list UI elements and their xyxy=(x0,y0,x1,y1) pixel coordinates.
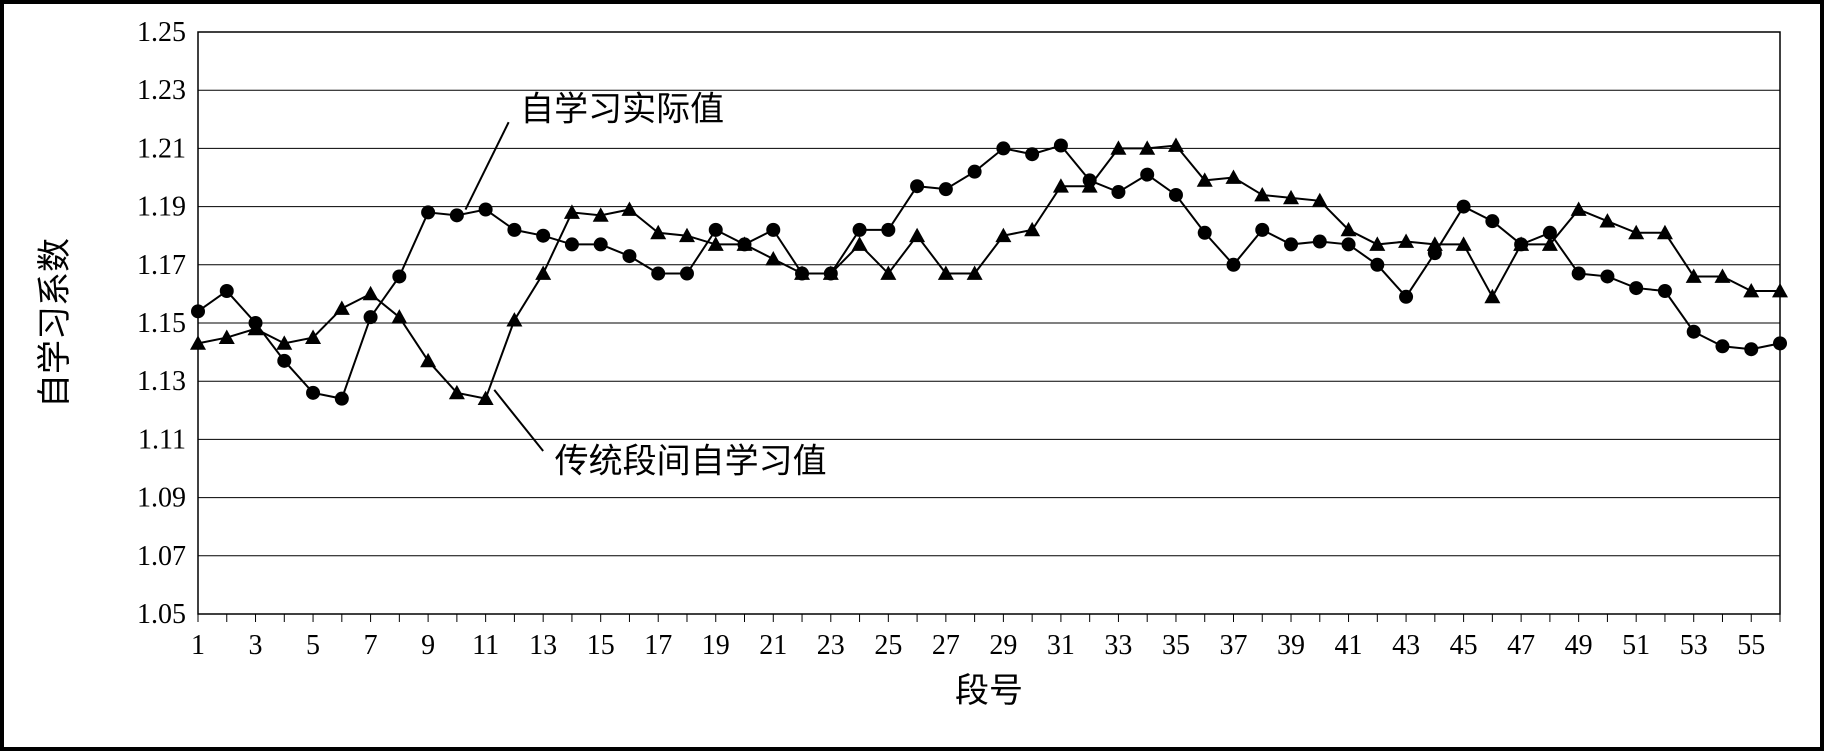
x-tick-label: 43 xyxy=(1392,630,1420,661)
marker-circle xyxy=(220,284,234,298)
marker-circle xyxy=(1140,168,1154,182)
marker-circle xyxy=(1284,237,1298,251)
marker-circle xyxy=(507,223,521,237)
marker-circle xyxy=(1226,258,1240,272)
marker-circle xyxy=(364,310,378,324)
marker-circle xyxy=(594,237,608,251)
x-tick-label: 9 xyxy=(421,630,435,661)
x-tick-label: 7 xyxy=(364,630,378,661)
marker-circle xyxy=(651,267,665,281)
marker-circle xyxy=(1342,237,1356,251)
x-tick-label: 33 xyxy=(1104,630,1132,661)
x-tick-label: 17 xyxy=(644,630,672,661)
marker-circle xyxy=(1255,223,1269,237)
marker-circle xyxy=(1687,325,1701,339)
marker-circle xyxy=(1572,267,1586,281)
y-tick-label: 1.07 xyxy=(137,541,186,572)
marker-circle xyxy=(191,304,205,318)
marker-circle xyxy=(277,354,291,368)
x-tick-label: 47 xyxy=(1507,630,1535,661)
x-tick-label: 51 xyxy=(1622,630,1650,661)
marker-circle xyxy=(335,392,349,406)
marker-circle xyxy=(1198,226,1212,240)
y-tick-label: 1.13 xyxy=(137,366,186,397)
marker-circle xyxy=(1370,258,1384,272)
marker-circle xyxy=(1744,342,1758,356)
x-tick-label: 23 xyxy=(817,630,845,661)
marker-circle xyxy=(1025,147,1039,161)
legend-label-actual: 自学习实际值 xyxy=(520,91,724,129)
x-tick-label: 21 xyxy=(759,630,787,661)
x-tick-label: 53 xyxy=(1680,630,1708,661)
marker-circle xyxy=(1313,235,1327,249)
marker-circle xyxy=(450,208,464,222)
x-tick-label: 1 xyxy=(191,630,205,661)
chart-container: 1.05 1.07 1.09 1.11 1.13 1.15 1.17 1.19 1.21 1.23… xyxy=(28,22,1796,729)
x-tick-label: 37 xyxy=(1219,630,1247,661)
x-tick-label: 49 xyxy=(1565,630,1593,661)
marker-circle xyxy=(709,223,723,237)
y-tick-label: 1.17 xyxy=(137,250,186,281)
x-tick-label: 55 xyxy=(1737,630,1765,661)
x-tick-label: 25 xyxy=(874,630,902,661)
x-tick-label: 15 xyxy=(587,630,615,661)
marker-circle xyxy=(1169,188,1183,202)
marker-circle xyxy=(1600,269,1614,283)
marker-circle xyxy=(392,269,406,283)
x-axis-label: 段号 xyxy=(955,672,1023,710)
x-tick-label: 13 xyxy=(529,630,557,661)
marker-circle xyxy=(1715,339,1729,353)
y-tick-label: 1.11 xyxy=(138,424,186,455)
marker-circle xyxy=(1629,281,1643,295)
x-tick-label: 5 xyxy=(306,630,320,661)
x-tick-label: 35 xyxy=(1162,630,1190,661)
marker-circle xyxy=(853,223,867,237)
x-tick-label: 41 xyxy=(1335,630,1363,661)
marker-circle xyxy=(910,179,924,193)
x-tick-label: 45 xyxy=(1450,630,1478,661)
marker-circle xyxy=(968,165,982,179)
x-tick-label: 39 xyxy=(1277,630,1305,661)
marker-circle xyxy=(536,229,550,243)
y-tick-label: 1.15 xyxy=(137,308,186,339)
chart-bg xyxy=(28,22,1800,729)
marker-circle xyxy=(996,141,1010,155)
marker-circle xyxy=(881,223,895,237)
y-tick-label: 1.19 xyxy=(137,192,186,223)
legend-label-traditional: 传统段间自学习值 xyxy=(555,443,827,481)
marker-circle xyxy=(421,205,435,219)
marker-circle xyxy=(1054,138,1068,152)
marker-circle xyxy=(479,203,493,217)
marker-circle xyxy=(939,182,953,196)
x-tick-label: 3 xyxy=(249,630,263,661)
x-tick-label: 27 xyxy=(932,630,960,661)
y-tick-label: 1.23 xyxy=(137,75,186,106)
marker-circle xyxy=(1773,336,1787,350)
marker-circle xyxy=(1111,185,1125,199)
y-axis-label: 自学习系数 xyxy=(36,238,74,408)
marker-circle xyxy=(766,223,780,237)
y-tick-label: 1.05 xyxy=(137,599,186,630)
y-tick-label: 1.21 xyxy=(137,133,186,164)
y-tick-label: 1.25 xyxy=(137,22,186,48)
marker-circle xyxy=(622,249,636,263)
line-chart: 1.05 1.07 1.09 1.11 1.13 1.15 1.17 1.19 1.21 1.23… xyxy=(28,22,1800,729)
marker-circle xyxy=(1399,290,1413,304)
chart-frame: 1.05 1.07 1.09 1.11 1.13 1.15 1.17 1.19 1.21 1.23… xyxy=(0,0,1824,751)
marker-circle xyxy=(306,386,320,400)
marker-circle xyxy=(1658,284,1672,298)
marker-circle xyxy=(680,267,694,281)
y-tick-label: 1.09 xyxy=(137,483,186,514)
x-tick-label: 29 xyxy=(989,630,1017,661)
marker-circle xyxy=(1457,200,1471,214)
marker-circle xyxy=(565,237,579,251)
x-tick-label: 31 xyxy=(1047,630,1075,661)
marker-circle xyxy=(1485,214,1499,228)
x-tick-label: 11 xyxy=(472,630,499,661)
x-tick-label: 19 xyxy=(702,630,730,661)
